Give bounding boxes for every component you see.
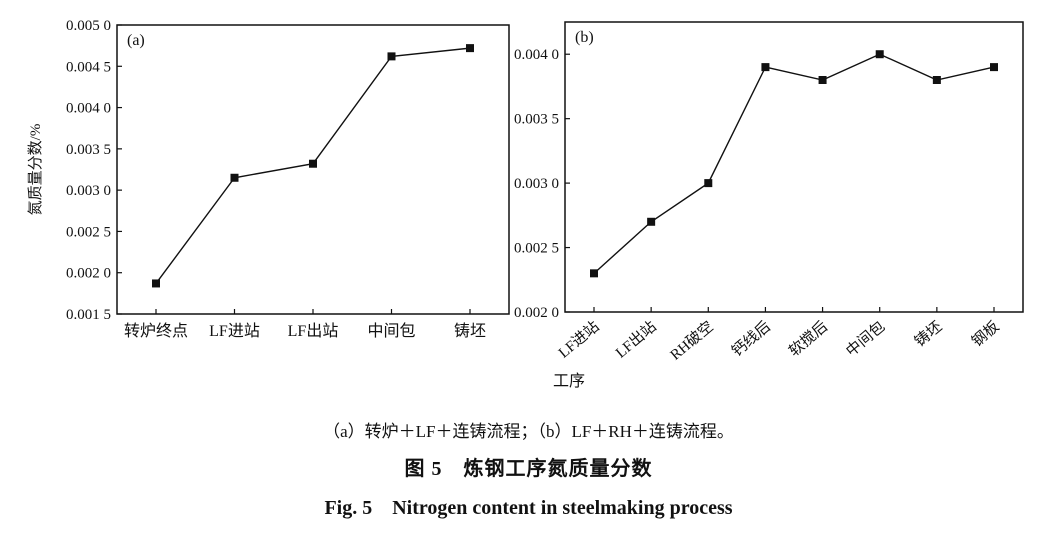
figure-charts: 0.001 5 0.002 0 0.002 5 0.003 0 0.003 5 0.004…	[27, 18, 1024, 390]
chart-b-x-axis-label: 工序	[553, 372, 585, 390]
chart-a-plot-frame	[116, 24, 510, 315]
chart-b-x-tick-label: 钢板	[968, 317, 1003, 350]
chart-a-x-tick-label: 中间包	[367, 322, 415, 340]
chart-a-y-axis-label: 氮质量分数/%	[27, 124, 44, 216]
chart-b-data-point	[932, 76, 941, 84]
chart-b-x-tick-label: 铸坯	[912, 318, 946, 350]
chart-b-x-tick-label: LF进站	[555, 318, 602, 362]
chart-b-series-line	[593, 53, 995, 274]
chart-b-x-tick-label: 钙线后	[729, 318, 774, 360]
chart-a-y-tick-label: 0.003 0	[66, 183, 111, 199]
chart-b-y-tick-label: 0.004 0	[514, 47, 559, 63]
chart-a-data-point	[387, 52, 396, 61]
figure-caption-english: Fig. 5 Nitrogen content in steelmaking p…	[324, 497, 733, 519]
chart-b-x-tick-label: 中间包	[843, 318, 888, 360]
chart-b-data-point	[647, 217, 656, 226]
chart-b-x-tick-label: LF出站	[612, 318, 659, 362]
chart-a-data-point	[230, 173, 239, 182]
chart-b-panel-label: (b)	[575, 29, 594, 46]
figure-caption-chinese: 图 5 炼钢工序氮质量分数	[404, 458, 653, 480]
chart-b-data-point	[875, 50, 884, 59]
chart-a-panel-label: (a)	[127, 32, 145, 49]
chart-b-y-tick-label: 0.002 5	[514, 241, 559, 257]
chart-b-plot-frame	[564, 21, 1024, 313]
chart-a-y-tick-label: 0.003 5	[66, 142, 111, 158]
chart-a-y-tick-label: 0.001 5	[66, 307, 111, 323]
chart-a-x-tick-label: LF进站	[209, 322, 260, 340]
chart-b-y-tick-label: 0.002 0	[514, 305, 559, 321]
chart-b-data-point	[818, 76, 827, 84]
subfigure-caption: （a）转炉＋LF＋连铸流程；（b）LF＋RH＋连铸流程。	[323, 422, 734, 441]
chart-b-data-point	[590, 269, 598, 278]
chart-b-y-tick-label: 0.003 0	[514, 176, 559, 192]
chart-a-x-tick-label: LF出站	[288, 322, 339, 340]
chart-a-data-point	[152, 279, 160, 288]
chart-b-x-tick-label: RH破空	[667, 318, 717, 364]
chart-b-data-point	[704, 179, 713, 188]
chart-a-data-point	[309, 159, 317, 168]
chart-b-data-point	[761, 63, 770, 72]
chart-a-x-tick-label: 转炉终点	[124, 322, 188, 340]
chart-a-y-tick-label: 0.002 5	[66, 224, 111, 240]
chart-a-y-tick-label: 0.002 0	[66, 266, 111, 282]
chart-a-y-tick-label: 0.005 0	[66, 18, 111, 34]
chart-a-y-tick-label: 0.004 5	[66, 59, 111, 75]
chart-b-data-point	[990, 63, 998, 72]
chart-a-y-tick-label: 0.004 0	[66, 101, 111, 117]
chart-a-data-point	[466, 44, 474, 53]
chart-b-x-tick-label: 软搅后	[786, 318, 831, 360]
chart-a-x-tick-label: 铸坯	[454, 322, 486, 340]
chart-b-y-tick-label: 0.003 5	[514, 112, 559, 128]
